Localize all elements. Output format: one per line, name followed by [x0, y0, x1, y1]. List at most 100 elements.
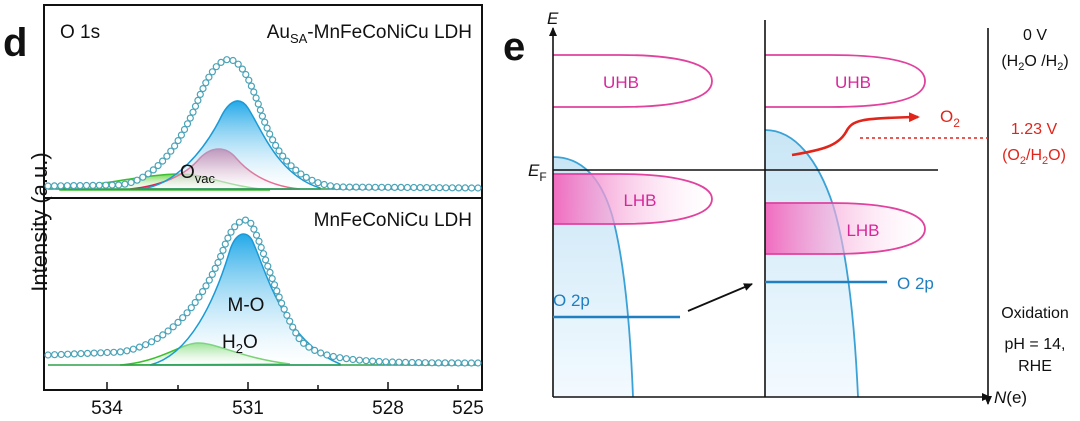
data-point [77, 350, 85, 358]
y-axis-label: Intensity (a.u.) [27, 152, 52, 291]
peak-label-mo: M-O [228, 295, 265, 316]
data-point [388, 358, 396, 366]
data-point [159, 157, 167, 165]
data-point [189, 108, 197, 116]
data-point [257, 243, 265, 252]
data-point [223, 56, 231, 64]
data-point [468, 184, 476, 192]
data-points-bottom [44, 216, 482, 367]
data-point [103, 348, 111, 357]
data-point [199, 288, 207, 296]
data-point [252, 94, 260, 102]
data-point [255, 237, 263, 245]
uhb-right [765, 54, 926, 108]
peak-mo-top [139, 100, 321, 190]
data-point [202, 79, 210, 87]
lhb-label-left: LHB [623, 191, 656, 210]
data-point [139, 173, 147, 181]
data-point [320, 180, 328, 189]
data-point [159, 331, 167, 339]
x-tick-label: 531 [232, 398, 264, 419]
o2-label: O2 [940, 107, 960, 130]
data-point [171, 142, 179, 150]
uhb-label-right: UHB [835, 73, 871, 92]
fermi-label: EF [528, 161, 547, 184]
data-point [375, 357, 383, 366]
data-point [259, 250, 268, 258]
data-point [154, 162, 162, 170]
scale-oxidation: Oxidation [1001, 305, 1069, 322]
data-point [269, 136, 277, 144]
x-tick-label: 528 [372, 398, 404, 419]
data-point [221, 240, 229, 248]
data-point [163, 152, 171, 160]
data-point [199, 84, 207, 93]
data-point [262, 256, 270, 264]
data-point [270, 281, 279, 289]
spectrum-top: O 1s AuSA-MnFeCoNiCu LDH Ovac [44, 22, 482, 192]
data-point [133, 176, 141, 184]
data-point [195, 293, 203, 301]
data-point [292, 166, 300, 174]
data-point [378, 183, 386, 191]
data-point [50, 351, 59, 359]
scale-o2-couple: (O2/H2O) [1002, 147, 1066, 167]
data-point [358, 183, 367, 191]
peak-label-ovac: Ovac [180, 162, 216, 186]
data-point [415, 359, 423, 367]
data-point [235, 218, 243, 226]
data-point [423, 184, 431, 192]
data-point [397, 183, 405, 191]
data-point [258, 112, 266, 120]
data-point [148, 338, 156, 346]
o2-evolution-arrow [791, 112, 920, 157]
data-point [123, 347, 131, 355]
spectrum-label: O 1s [60, 22, 100, 43]
o2p-label-right: O 2p [897, 274, 934, 293]
data-point [283, 311, 291, 319]
data-point [308, 176, 316, 184]
data-point [153, 334, 161, 343]
o2p-band-right [765, 130, 858, 397]
scale-123v: 1.23 V [1011, 121, 1058, 138]
data-point [129, 345, 137, 353]
data-point [196, 90, 204, 99]
data-point [217, 252, 225, 260]
data-point [214, 258, 222, 267]
x-tick-label: 534 [91, 398, 123, 419]
x-tick-label: 525 [452, 398, 484, 419]
panel-e: e E EF N(e) UHB LHB UHB LHB O 2p O 2 [503, 9, 1069, 407]
data-point [275, 293, 283, 301]
data-points-top [44, 56, 482, 192]
data-point [355, 356, 364, 364]
data-point [247, 82, 255, 90]
data-point [238, 65, 246, 73]
data-point [295, 335, 303, 343]
data-point [50, 182, 59, 190]
data-point [211, 264, 219, 272]
data-point [349, 355, 357, 364]
data-point [250, 88, 258, 96]
data-point [448, 359, 456, 367]
data-point [219, 246, 227, 254]
data-point [461, 184, 469, 192]
data-point [297, 170, 305, 178]
data-point [266, 130, 274, 138]
data-point [142, 341, 150, 349]
data-point [448, 184, 456, 192]
data-point [403, 183, 411, 192]
data-point [90, 349, 98, 357]
x-ticks [106, 382, 459, 390]
data-point [57, 182, 65, 190]
data-point [149, 166, 157, 174]
data-point [208, 270, 216, 278]
data-point [234, 60, 242, 68]
panel-d-letter: d [3, 21, 27, 65]
data-point [229, 56, 237, 65]
data-point [144, 170, 152, 178]
energy-axis-label: E [547, 9, 559, 28]
data-point [194, 96, 202, 105]
data-point [278, 299, 286, 307]
data-point [135, 343, 144, 351]
data-point [369, 357, 377, 365]
